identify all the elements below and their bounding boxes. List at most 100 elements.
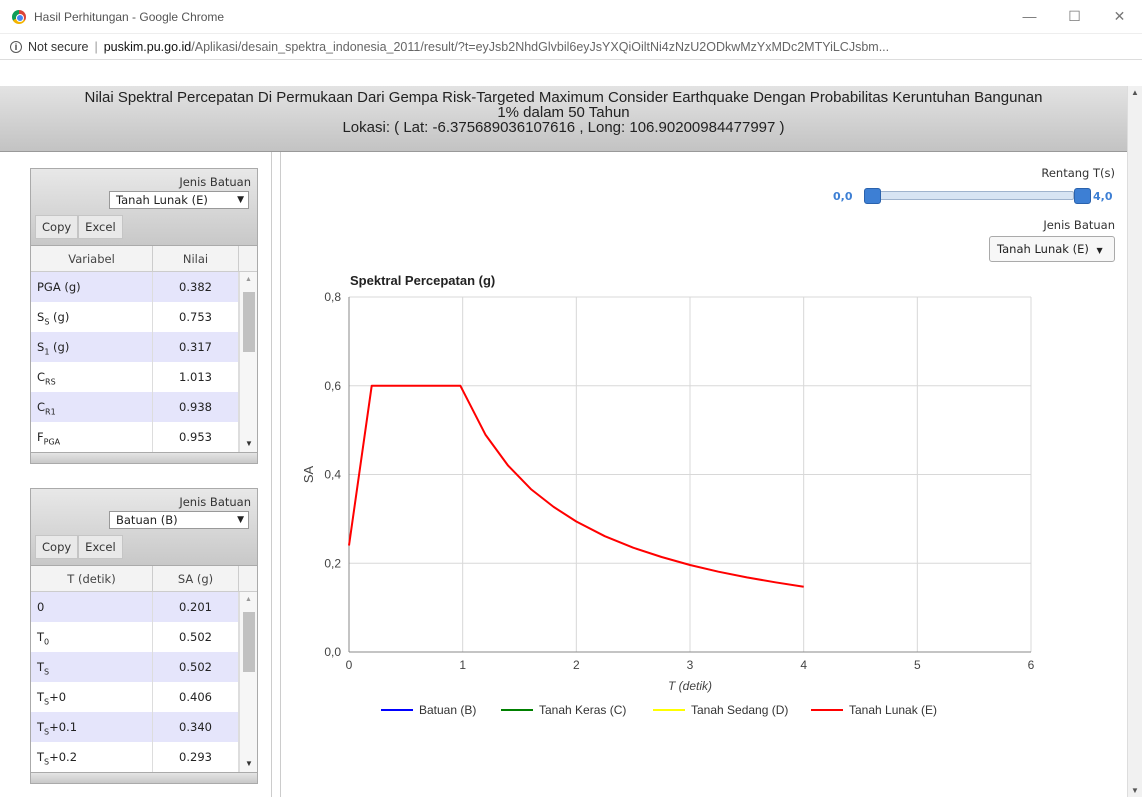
scroll-down-icon[interactable]: ▼ — [1131, 786, 1139, 795]
nilai-cell: 0.382 — [153, 272, 239, 302]
slider-track[interactable] — [864, 191, 1074, 200]
x-tick-label: 1 — [459, 658, 466, 672]
dropdown-arrow-icon: ▼ — [237, 195, 244, 205]
var-crs: CRS — [31, 362, 153, 392]
col-t-detik[interactable]: T (detik) — [31, 566, 153, 591]
variabel-rows: PGA (g) 0.382 SS (g) 0.753 S1 (g) 0.317 CRS… — [31, 272, 257, 452]
jenis-batuan-select[interactable]: Batuan (B) ▼ — [109, 511, 249, 529]
nilai-cell: 0.953 — [153, 422, 239, 452]
jenis-batuan-label: Jenis Batuan — [179, 495, 251, 509]
slider-handle-max[interactable] — [1074, 188, 1091, 204]
table-row[interactable]: CRS 1.013 — [31, 362, 257, 392]
table-row[interactable]: TS+0.1 0.340 — [31, 712, 257, 742]
y-axis-label: SA — [301, 466, 316, 484]
jenis-batuan-value: Batuan (B) — [116, 513, 178, 527]
sa-cell: 0.406 — [153, 682, 239, 712]
jenis-batuan-label: Jenis Batuan — [179, 175, 251, 189]
scroll-down-icon[interactable]: ▼ — [245, 759, 253, 768]
legend-item: Tanah Lunak (E) — [849, 703, 937, 717]
col-sa-g[interactable]: SA (g) — [153, 566, 239, 591]
table-row[interactable]: T0 0.502 — [31, 622, 257, 652]
grid-scrollbar[interactable]: ▲ ▼ — [239, 592, 257, 772]
nilai-cell: 1.013 — [153, 362, 239, 392]
info-icon[interactable]: i — [10, 40, 22, 53]
scroll-thumb[interactable] — [243, 612, 255, 672]
excel-button[interactable]: Excel — [78, 535, 123, 559]
var-s1: S1 (g) — [31, 332, 153, 362]
legend-item: Tanah Keras (C) — [539, 703, 626, 717]
url-path[interactable]: /Aplikasi/desain_spektra_indonesia_2011/… — [191, 39, 890, 54]
range-min-value: 0,0 — [833, 190, 853, 203]
jenis-batuan-value: Tanah Lunak (E) — [997, 242, 1089, 256]
table-row[interactable]: CR1 0.938 — [31, 392, 257, 422]
x-tick-label: 0 — [346, 658, 353, 672]
legend-item: Batuan (B) — [419, 703, 476, 717]
t-cell: TS+0.2 — [31, 742, 153, 772]
var-fpga: FPGA — [31, 422, 153, 452]
scroll-thumb[interactable] — [243, 292, 255, 352]
table-row[interactable]: S1 (g) 0.317 — [31, 332, 257, 362]
col-variabel[interactable]: Variabel — [31, 246, 153, 271]
rentang-label: Rentang T(s) — [1041, 166, 1115, 180]
table-row[interactable]: TS+0.2 0.293 — [31, 742, 257, 772]
var-cr1: CR1 — [31, 392, 153, 422]
table-row[interactable]: FPGA 0.953 — [31, 422, 257, 452]
var-pga: PGA (g) — [31, 272, 153, 302]
x-tick-label: 6 — [1028, 658, 1035, 672]
url-host[interactable]: puskim.pu.go.id — [103, 39, 192, 54]
table-row[interactable]: SS (g) 0.753 — [31, 302, 257, 332]
series-line-tanah-lunak — [348, 384, 804, 588]
copy-button[interactable]: Copy — [35, 215, 79, 239]
col-nilai[interactable]: Nilai — [153, 246, 239, 271]
jenis-batuan-value: Tanah Lunak (E) — [116, 193, 208, 207]
excel-button[interactable]: Excel — [78, 215, 123, 239]
x-tick-label: 2 — [573, 658, 580, 672]
chrome-icon — [12, 9, 26, 24]
main-panel: Rentang T(s) 0,0 4,0 Jenis Batuan Tanah … — [280, 152, 1127, 797]
copy-button[interactable]: Copy — [35, 535, 79, 559]
header-line2: 1% dalam 50 Tahun — [497, 104, 630, 121]
x-tick-label: 5 — [914, 658, 921, 672]
y-tick-label: 0,6 — [324, 379, 341, 393]
spectrum-chart: 0 1 2 3 4 5 6 0,0 0,2 0,4 0,6 0,8 Spektral Percepata… — [301, 273, 1035, 717]
scroll-down-icon[interactable]: ▼ — [245, 439, 253, 448]
window-titlebar: Hasil Perhitungan - Google Chrome — ☐ ✕ — [0, 0, 1142, 34]
header-line3: Lokasi: ( Lat: -6.375689036107616 , Long… — [342, 119, 785, 136]
t-cell: T0 — [31, 622, 153, 652]
y-tick-label: 0,4 — [324, 468, 341, 482]
table-row[interactable]: PGA (g) 0.382 — [31, 272, 257, 302]
rentang-slider[interactable] — [864, 188, 1091, 204]
close-button[interactable]: ✕ — [1113, 8, 1126, 24]
dropdown-arrow-icon: ▼ — [237, 515, 244, 525]
t-cell: 0 — [31, 592, 153, 622]
y-tick-label: 0,0 — [324, 645, 341, 659]
security-label[interactable]: Not secure — [28, 39, 89, 54]
minimize-button[interactable]: — — [1022, 8, 1037, 24]
table-row[interactable]: TS 0.502 — [31, 652, 257, 682]
t-cell: TS+0 — [31, 682, 153, 712]
page-scrollbar[interactable]: ▲ ▼ — [1127, 86, 1142, 797]
spektra-grid: Jenis Batuan Batuan (B) ▼ Copy Excel T (… — [30, 488, 258, 784]
sa-cell: 0.201 — [153, 592, 239, 622]
slider-handle-min[interactable] — [864, 188, 881, 204]
scroll-up-icon[interactable]: ▲ — [1131, 88, 1139, 97]
grid-scrollbar[interactable]: ▲ ▼ — [239, 272, 257, 452]
table-row[interactable]: 0 0.201 — [31, 592, 257, 622]
sa-cell: 0.293 — [153, 742, 239, 772]
t-cell: TS — [31, 652, 153, 682]
range-max-value: 4,0 — [1093, 190, 1113, 203]
maximize-button[interactable]: ☐ — [1068, 8, 1081, 24]
jenis-batuan-select[interactable]: Tanah Lunak (E) ▼ — [109, 191, 249, 209]
address-bar[interactable]: i Not secure | puskim.pu.go.id/Aplikasi/… — [0, 34, 1142, 60]
jenis-batuan-select[interactable]: Tanah Lunak (E) ▼ — [989, 236, 1115, 262]
spektra-rows: 0 0.201 T0 0.502 TS 0.502 TS+0 0.406 TS+0.1 0… — [31, 592, 257, 772]
jenis-batuan-label: Jenis Batuan — [1043, 218, 1115, 232]
sa-cell: 0.502 — [153, 622, 239, 652]
chart-title: Spektral Percepatan (g) — [350, 273, 495, 288]
sa-cell: 0.340 — [153, 712, 239, 742]
nilai-cell: 0.753 — [153, 302, 239, 332]
left-panel: Jenis Batuan Tanah Lunak (E) ▼ Copy Exce… — [0, 152, 272, 797]
y-tick-label: 0,2 — [324, 556, 341, 570]
window-title: Hasil Perhitungan - Google Chrome — [34, 9, 225, 24]
table-row[interactable]: TS+0 0.406 — [31, 682, 257, 712]
